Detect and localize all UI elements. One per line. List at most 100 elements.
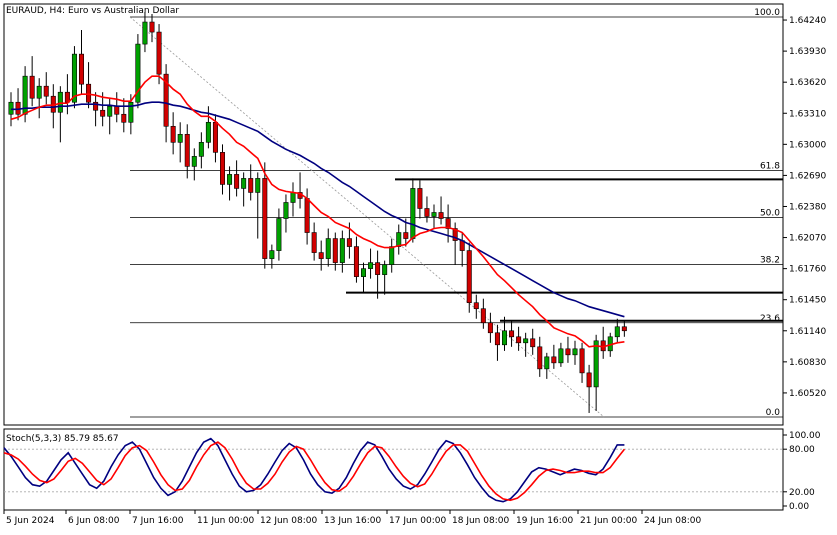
candle-body-57 (410, 188, 416, 239)
stoch-tick-label-1: 80.00 (789, 445, 815, 455)
candle-body-36 (262, 178, 268, 259)
fib-label-1: 61.8 (760, 161, 780, 171)
candle-54 (389, 238, 395, 273)
candle-body-86 (614, 326, 620, 338)
candle-49 (353, 236, 359, 283)
candle-47 (339, 230, 345, 273)
candle-4 (36, 78, 42, 119)
moving-averages-group (10, 75, 625, 348)
candle-body-31 (227, 174, 233, 185)
time-axis: 5 Jun 2024 6 Jun 08:00 7 Jun 16:00 11 Jun 0… (3, 510, 701, 526)
candle-80 (572, 340, 578, 365)
candle-19 (142, 12, 148, 53)
candle-body-83 (593, 340, 599, 388)
candle-11 (86, 62, 92, 109)
candle-77 (551, 344, 557, 369)
price-tick-label-0: 1.64240 (789, 16, 826, 26)
time-tick-label-3: 11 Jun 00:00 (197, 516, 254, 526)
stoch-tick-label-3: 0.00 (789, 502, 809, 512)
candle-35 (255, 172, 261, 239)
price-axis: 1.64240 1.63930 1.63620 1.63310 1.63000 1.626… (783, 16, 826, 399)
candle-86 (614, 318, 620, 343)
candle-60 (431, 204, 437, 229)
time-tick-label-6: 17 Jun 00:00 (389, 516, 446, 526)
time-tick-label-0: 5 Jun 2024 (6, 516, 55, 526)
candle-25 (184, 124, 190, 179)
candle-24 (177, 122, 183, 163)
candle-20 (149, 14, 155, 43)
price-tick-label-1: 1.63930 (789, 47, 826, 57)
fib-trendline (129, 16, 605, 418)
stoch-signal-line (3, 441, 626, 502)
candle-body-71 (509, 330, 515, 338)
candle-32 (234, 160, 240, 197)
candle-18 (135, 34, 141, 109)
candle-3 (29, 56, 35, 107)
candle-55 (396, 224, 402, 255)
candle-body-23 (170, 125, 176, 143)
candle-body-4 (36, 85, 42, 99)
candle-50 (360, 262, 366, 293)
time-tick-label-10: 24 Jun 08:00 (644, 516, 701, 526)
candle-37 (269, 244, 275, 269)
price-tick-label-7: 1.62070 (789, 234, 826, 244)
candle-65 (466, 242, 472, 313)
candle-59 (424, 196, 430, 223)
chart-title: EURAUD, H4: Euro vs Australian Dollar (6, 6, 179, 16)
price-tick-label-9: 1.61450 (789, 296, 826, 306)
candle-body-75 (537, 346, 543, 370)
candle-69 (494, 324, 500, 361)
candle-body-10 (79, 53, 85, 85)
stoch-tick-label-0: 100.00 (789, 431, 821, 441)
candle-53 (382, 260, 388, 295)
candle-body-80 (572, 348, 578, 356)
stochastic-label: Stoch(5,3,3) 85.79 85.67 (6, 434, 119, 444)
candle-61 (438, 196, 444, 225)
price-tick-label-4: 1.63000 (789, 140, 826, 150)
candle-body-37 (269, 250, 275, 259)
candle-body-67 (480, 308, 486, 324)
candle-76 (544, 352, 550, 379)
candle-33 (241, 172, 247, 207)
candle-body-73 (523, 338, 529, 344)
ema-long-line (11, 101, 625, 318)
candle-body-58 (417, 188, 423, 209)
price-tick-label-6: 1.62380 (789, 202, 826, 212)
candle-body-87 (621, 326, 627, 332)
candle-67 (480, 298, 486, 329)
candle-body-35 (255, 178, 261, 193)
fibonacci-group: 100.0 61.8 50.0 38.2 23.6 0.0 (129, 8, 783, 418)
candle-body-62 (445, 218, 451, 229)
candle-body-2 (22, 75, 28, 115)
price-tick-label-3: 1.63310 (789, 109, 826, 119)
candle-body-30 (220, 152, 226, 185)
candle-body-32 (234, 174, 240, 189)
candle-body-39 (283, 202, 289, 219)
candle-body-12 (93, 101, 99, 111)
fib-label-2: 50.0 (760, 209, 780, 219)
fib-label-3: 38.2 (760, 256, 780, 266)
candle-79 (565, 336, 571, 363)
candle-body-34 (248, 178, 254, 193)
main-panel-frame (3, 3, 784, 426)
candle-body-27 (198, 142, 204, 157)
candle-82 (586, 364, 592, 413)
candle-body-72 (516, 336, 522, 344)
candle-81 (579, 342, 585, 383)
time-tick-label-1: 6 Jun 08:00 (68, 516, 120, 526)
price-tick-label-11: 1.60830 (789, 358, 826, 368)
candle-body-18 (135, 43, 141, 103)
candle-30 (220, 144, 226, 195)
candle-7 (57, 86, 63, 143)
candle-31 (227, 166, 233, 201)
price-tick-label-5: 1.62690 (789, 171, 826, 181)
time-tick-label-9: 21 Jun 00:00 (580, 516, 637, 526)
candle-body-65 (466, 250, 472, 304)
candle-38 (276, 208, 282, 261)
stochastic-panel-frame (3, 428, 784, 511)
candle-5 (43, 72, 49, 105)
candle-14 (107, 98, 113, 135)
candle-body-0 (8, 101, 14, 115)
candle-44 (318, 240, 324, 271)
candle-16 (121, 98, 127, 133)
